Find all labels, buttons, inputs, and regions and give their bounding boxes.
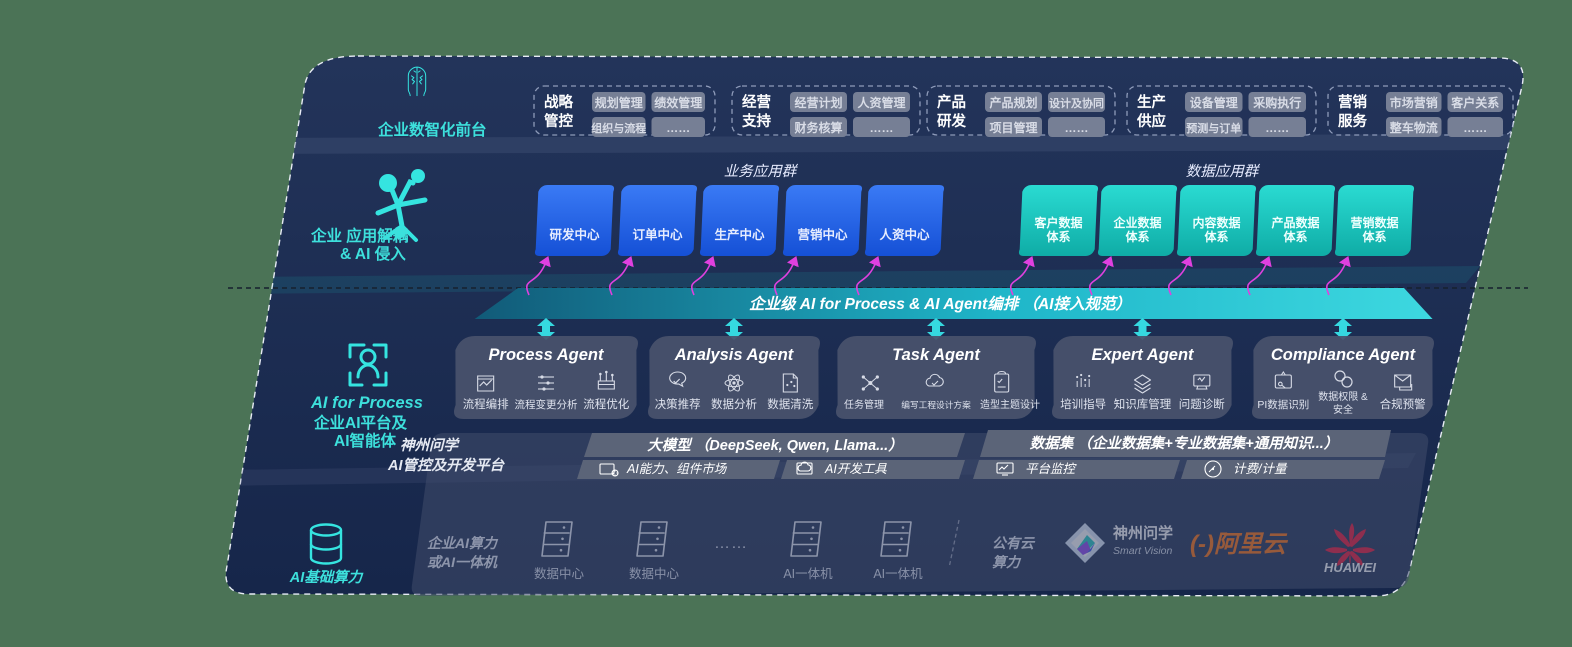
svg-text:整车物流: 整车物流 (1389, 120, 1438, 135)
svg-text:人资管理: 人资管理 (857, 95, 905, 110)
svg-text:财务核算: 财务核算 (793, 120, 842, 135)
svg-text:……: …… (1265, 121, 1289, 135)
svg-text:合规预警: 合规预警 (1380, 397, 1426, 411)
svg-text:研发: 研发 (937, 112, 966, 130)
svg-text:……: …… (870, 121, 894, 135)
svg-text:……: …… (666, 121, 690, 135)
svg-text:支持: 支持 (742, 112, 771, 130)
svg-text:研发中心: 研发中心 (549, 227, 600, 242)
svg-text:管控: 管控 (544, 112, 573, 130)
svg-text:组织与流程: 组织与流程 (591, 121, 646, 135)
svg-text:生产中心: 生产中心 (714, 227, 765, 242)
svg-text:流程变更分析: 流程变更分析 (515, 398, 578, 411)
svg-text:产品数据: 产品数据 (1271, 215, 1319, 230)
svg-text:平台监控: 平台监控 (1025, 462, 1078, 476)
svg-text:预测与订单: 预测与订单 (1186, 121, 1241, 135)
svg-text:AI开发工具: AI开发工具 (824, 462, 887, 476)
svg-text:战略: 战略 (544, 93, 573, 111)
svg-text:数据权限 &: 数据权限 & (1318, 390, 1368, 403)
svg-text:企业级 AI for Process & AI Agent编: 企业级 AI for Process & AI Agent编排 （AI接入规范） (749, 295, 1131, 313)
svg-text:AI for Process: AI for Process (310, 394, 423, 412)
svg-text:决策推荐: 决策推荐 (655, 397, 701, 411)
svg-text:营销数据: 营销数据 (1350, 215, 1398, 230)
svg-text:经营: 经营 (742, 93, 771, 111)
svg-text:大模型 （DeepSeek, Qwen, Llama...）: 大模型 （DeepSeek, Qwen, Llama...） (647, 437, 902, 454)
svg-text:流程优化: 流程优化 (583, 397, 629, 411)
svg-text:知识库管理: 知识库管理 (1114, 397, 1172, 411)
svg-text:产品规划: 产品规划 (989, 95, 1037, 110)
svg-text:……: …… (1065, 121, 1089, 135)
svg-text:企业数智化前台: 企业数智化前台 (377, 120, 487, 139)
svg-text:数据集 （企业数据集+专业数据集+通用知识...）: 数据集 （企业数据集+专业数据集+通用知识...） (1030, 435, 1339, 452)
svg-text:任务管理: 任务管理 (844, 398, 884, 411)
svg-text:客户关系: 客户关系 (1450, 95, 1499, 110)
svg-text:体系: 体系 (1204, 229, 1228, 244)
svg-text:造型主题设计: 造型主题设计 (980, 398, 1040, 411)
svg-text:人资中心: 人资中心 (879, 227, 930, 242)
svg-text:内容数据: 内容数据 (1192, 215, 1240, 230)
svg-text:PI数据识别: PI数据识别 (1257, 398, 1309, 411)
svg-text:数据清洗: 数据清洗 (767, 397, 813, 411)
svg-text:生产: 生产 (1137, 93, 1166, 111)
svg-text:流程编排: 流程编排 (463, 397, 509, 411)
svg-text:市场营销: 市场营销 (1390, 95, 1438, 110)
svg-text:AI基础算力: AI基础算力 (289, 569, 364, 586)
svg-text:产品: 产品 (937, 93, 966, 111)
svg-text:安全: 安全 (1333, 403, 1353, 416)
svg-text:数据应用群: 数据应用群 (1186, 163, 1261, 180)
svg-text:绩效管理: 绩效管理 (654, 95, 702, 110)
svg-text:编写工程设计方案: 编写工程设计方案 (901, 399, 971, 410)
svg-text:Task Agent: Task Agent (892, 346, 981, 364)
svg-text:AI能力、组件市场: AI能力、组件市场 (626, 462, 728, 476)
svg-text:客户数据: 客户数据 (1033, 215, 1082, 230)
svg-text:体系: 体系 (1283, 229, 1307, 244)
svg-text:问题诊断: 问题诊断 (1179, 397, 1225, 411)
svg-text:计费/计量: 计费/计量 (1233, 462, 1288, 476)
svg-text:Analysis Agent: Analysis Agent (674, 346, 795, 364)
svg-text:规划管理: 规划管理 (595, 95, 643, 110)
svg-text:采购执行: 采购执行 (1252, 95, 1301, 110)
svg-text:企业 应用解耦: 企业 应用解耦 (310, 226, 409, 245)
svg-text:数据分析: 数据分析 (711, 397, 757, 411)
svg-text:供应: 供应 (1136, 112, 1166, 130)
svg-text:营销中心: 营销中心 (797, 227, 848, 242)
svg-text:体系: 体系 (1125, 229, 1149, 244)
svg-text:服务: 服务 (1338, 112, 1367, 130)
svg-text:……: …… (1463, 121, 1487, 135)
svg-text:Compliance Agent: Compliance Agent (1271, 346, 1417, 364)
svg-text:设备管理: 设备管理 (1190, 95, 1238, 110)
svg-text:体系: 体系 (1046, 229, 1070, 244)
svg-text:培训指导: 培训指导 (1060, 397, 1106, 411)
svg-text:Expert Agent: Expert Agent (1091, 346, 1195, 364)
svg-text:设计及协同: 设计及协同 (1049, 96, 1104, 110)
svg-text:Process Agent: Process Agent (489, 346, 605, 364)
svg-text:订单中心: 订单中心 (632, 227, 683, 242)
svg-text:AI管控及开发平台: AI管控及开发平台 (387, 457, 505, 474)
svg-text:营销: 营销 (1338, 93, 1367, 111)
svg-text:企业数据: 企业数据 (1112, 215, 1161, 230)
svg-text:经营计划: 经营计划 (794, 95, 842, 110)
svg-text:企业AI平台及: 企业AI平台及 (313, 413, 408, 432)
svg-text:神州问学: 神州问学 (400, 437, 460, 454)
svg-text:体系: 体系 (1362, 229, 1386, 244)
svg-text:业务应用群: 业务应用群 (724, 163, 799, 180)
svg-text:AI智能体: AI智能体 (334, 431, 397, 450)
svg-text:项目管理: 项目管理 (989, 120, 1037, 135)
svg-text:& AI 侵入: & AI 侵入 (340, 244, 406, 263)
